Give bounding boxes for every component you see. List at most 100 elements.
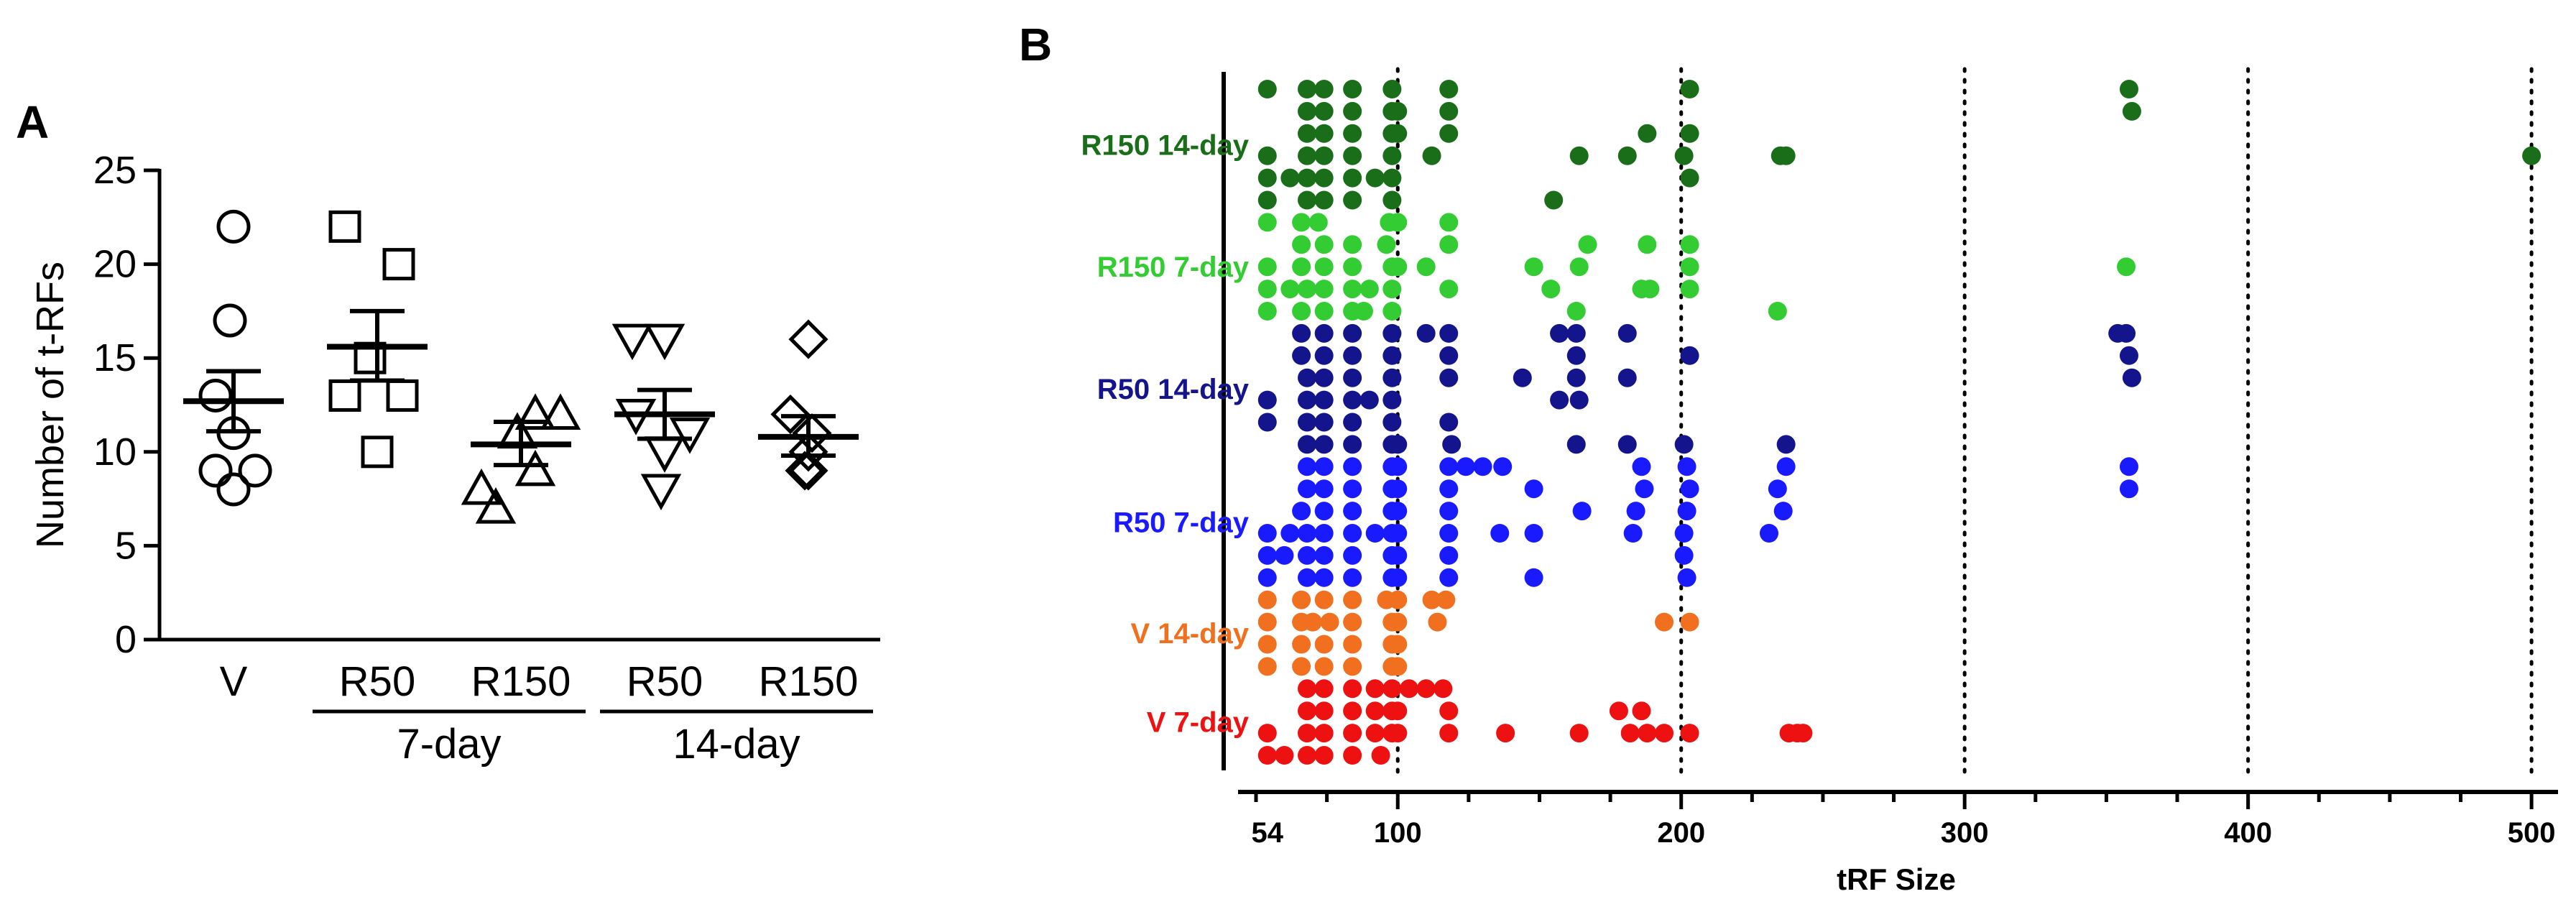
trf-dot: [2122, 368, 2141, 387]
trf-dot: [1298, 746, 1317, 765]
trf-dot: [1680, 235, 1699, 254]
trf-dot: [1275, 545, 1294, 565]
trf-dot: [1257, 590, 1277, 609]
trf-dot: [1388, 635, 1408, 654]
trf-dot: [1382, 390, 1402, 410]
trf-dot: [1303, 612, 1322, 632]
trf-dot: [1617, 435, 1637, 454]
trf-dot: [1314, 280, 1334, 299]
trf-dot: [1298, 568, 1317, 587]
series-label: V 14-day: [1130, 618, 1249, 650]
trf-dot: [1439, 323, 1459, 343]
series-label: V 7-day: [1147, 707, 1250, 739]
trf-dot: [1439, 545, 1459, 565]
trf-dot: [1280, 168, 1300, 188]
trf-dot: [1314, 479, 1334, 499]
trf-dot: [1343, 701, 1362, 721]
trf-dot: [1623, 524, 1643, 543]
trf-dot: [1343, 257, 1362, 277]
trf-dot: [1359, 390, 1379, 410]
trf-dot: [1280, 524, 1300, 543]
trf-dot: [1388, 545, 1408, 565]
trf-dot: [1298, 524, 1317, 543]
trf-dot: [1428, 612, 1447, 632]
trf-dot: [1314, 524, 1334, 543]
trf-dot: [1257, 302, 1277, 321]
trf-dot: [1343, 368, 1362, 387]
trf-dot: [1257, 746, 1277, 765]
r150-14day-point: [792, 413, 832, 453]
trf-dot: [1617, 368, 1637, 387]
panel-label-b: B: [1019, 19, 1052, 70]
trf-dot: [1275, 746, 1294, 765]
v-point: [238, 453, 272, 488]
trf-dot: [1442, 435, 1462, 454]
trf-dot: [2522, 146, 2542, 165]
trf-dot: [1343, 323, 1362, 343]
x-axis-label: tRF Size: [1837, 862, 1956, 896]
trf-dot: [1632, 457, 1651, 476]
trf-dot: [1388, 435, 1408, 454]
trf-dot: [1677, 457, 1696, 476]
trf-dot: [1416, 257, 1436, 277]
x-tick-label: 300: [1941, 817, 1989, 849]
trf-dot: [1314, 257, 1334, 277]
trf-dot: [1365, 524, 1385, 543]
trf-dot: [1343, 435, 1362, 454]
trf-dot: [1569, 390, 1589, 410]
trf-dot: [1439, 413, 1459, 432]
trf-dot: [1439, 213, 1459, 232]
trf-dot: [1343, 545, 1362, 565]
trf-dot: [1569, 146, 1589, 165]
trf-dot: [2119, 346, 2138, 365]
trf-dot: [1550, 390, 1569, 410]
trf-dot: [1569, 257, 1589, 277]
trf-dot: [2119, 479, 2138, 499]
trf-dot: [1632, 701, 1651, 721]
y-tick-label: 10: [93, 430, 137, 474]
trf-dot: [1677, 502, 1696, 521]
trf-dot: [1617, 323, 1637, 343]
trf-dot: [1257, 257, 1277, 277]
trf-dot: [1680, 168, 1699, 188]
trf-dot: [1257, 635, 1277, 654]
trf-dot: [1400, 679, 1419, 699]
trf-dot: [1343, 168, 1362, 188]
trf-dot: [1635, 479, 1654, 499]
trf-dot: [1292, 590, 1311, 609]
trf-dot: [1439, 346, 1459, 365]
trf-dot: [1314, 302, 1334, 321]
trf-dot: [1620, 724, 1640, 743]
trf-dot: [1314, 724, 1334, 743]
trf-dot: [1382, 413, 1402, 432]
trf-dot: [1298, 679, 1317, 699]
r150-14day-point: [788, 319, 828, 359]
trf-dot: [1257, 168, 1277, 188]
r50-7day-point: [328, 210, 361, 243]
trf-dot: [1655, 612, 1674, 632]
trf-dot: [1343, 80, 1362, 98]
trf-dot: [1382, 146, 1402, 165]
trf-dot: [1388, 101, 1408, 121]
r50-7day-point: [354, 341, 387, 374]
panel-label-a: A: [16, 96, 49, 148]
trf-dot: [1343, 390, 1362, 410]
trf-dot: [1257, 280, 1277, 299]
trf-dot: [1314, 457, 1334, 476]
trf-dot: [1314, 323, 1334, 343]
trf-dot: [1382, 80, 1402, 98]
trf-dot: [1298, 101, 1317, 121]
trf-dot: [1578, 235, 1597, 254]
trf-dot: [1298, 413, 1317, 432]
trf-dot: [1566, 368, 1586, 387]
trf-dot: [1524, 568, 1543, 587]
trf-dot: [1314, 413, 1334, 432]
x-tick-label: 100: [1374, 817, 1422, 849]
trf-dot: [1320, 612, 1339, 632]
trf-dot: [1343, 657, 1362, 676]
trf-dot: [1257, 413, 1277, 432]
trf-dot: [1298, 368, 1317, 387]
trf-dot: [1680, 612, 1699, 632]
trf-dot: [1343, 679, 1362, 699]
trf-dot: [1314, 657, 1334, 676]
